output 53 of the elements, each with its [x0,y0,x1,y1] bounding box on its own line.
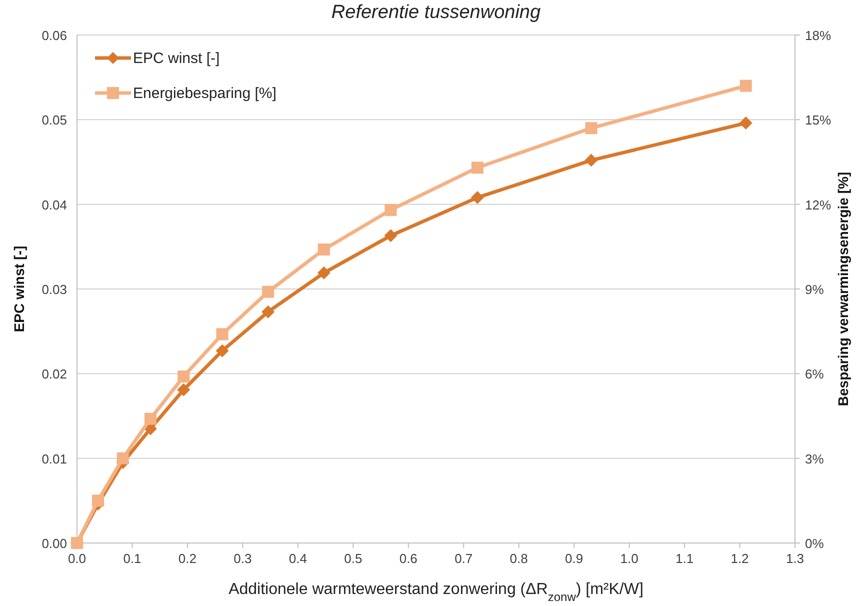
point [384,204,397,216]
point [144,412,156,425]
y2-tick-label: 18% [805,28,832,43]
y2-tick-label: 3% [805,451,824,466]
point [740,80,752,92]
y2-tick-label: 12% [805,197,832,212]
y2-tick-label: 6% [805,366,824,382]
y-tick-label: 0.02 [42,366,67,382]
point [216,328,228,340]
y2-tick-label: 15% [805,112,832,128]
x-tick-label: 0.5 [344,551,362,566]
y-tick-label: 0.05 [42,112,67,128]
point [262,286,274,298]
y-tick-label: 0.01 [42,451,67,466]
x-tick-label: 0.2 [178,551,196,566]
point [317,266,330,280]
x-tick-label: 1.3 [786,551,804,566]
legend-label: EPC winst [-] [133,50,220,67]
y-axis-title: EPC winst [-] [11,246,27,332]
chart-title: Referentie tussenwoning [331,2,541,23]
x-tick-label: 1.0 [620,551,638,566]
point [470,191,484,204]
legend-label: Energiebesparing [%] [133,85,276,102]
point [116,452,129,464]
point [585,122,598,134]
y2-axis-title: Besparing verwarmingsenergie [%] [835,172,851,406]
x-tick-label: 0.7 [454,551,473,566]
x-tick-label: 0.4 [288,551,307,566]
point [471,162,484,174]
y-tick-label: 0.04 [42,197,67,212]
point [92,494,104,507]
x-tick-label: 0.6 [399,551,418,566]
x-tick-label: 1.2 [730,551,749,566]
point [178,370,190,382]
y-tick-label: 0.03 [42,282,67,297]
y-tick-label: 0.00 [42,536,67,551]
y2-tick-label: 9% [805,282,824,297]
point [318,243,330,256]
y-tick-label: 0.06 [42,28,67,43]
point [384,229,398,242]
point [216,344,229,358]
point [262,305,275,318]
x-tick-label: 1.1 [676,551,694,566]
x-axis-title: Additionele warmteweerstand zonwering (ΔR$_{zonw}$) [m²K/W] [228,581,644,604]
point [739,116,752,130]
x-tick-label: 0.8 [510,551,528,566]
x-tick-label: 0.0 [68,551,86,566]
point [584,154,598,167]
x-tick-label: 0.3 [234,551,252,566]
point [177,383,190,396]
x-tick-label: 0.1 [123,551,142,566]
y2-tick-label: 0% [805,536,824,551]
x-tick-label: 0.9 [565,551,584,566]
